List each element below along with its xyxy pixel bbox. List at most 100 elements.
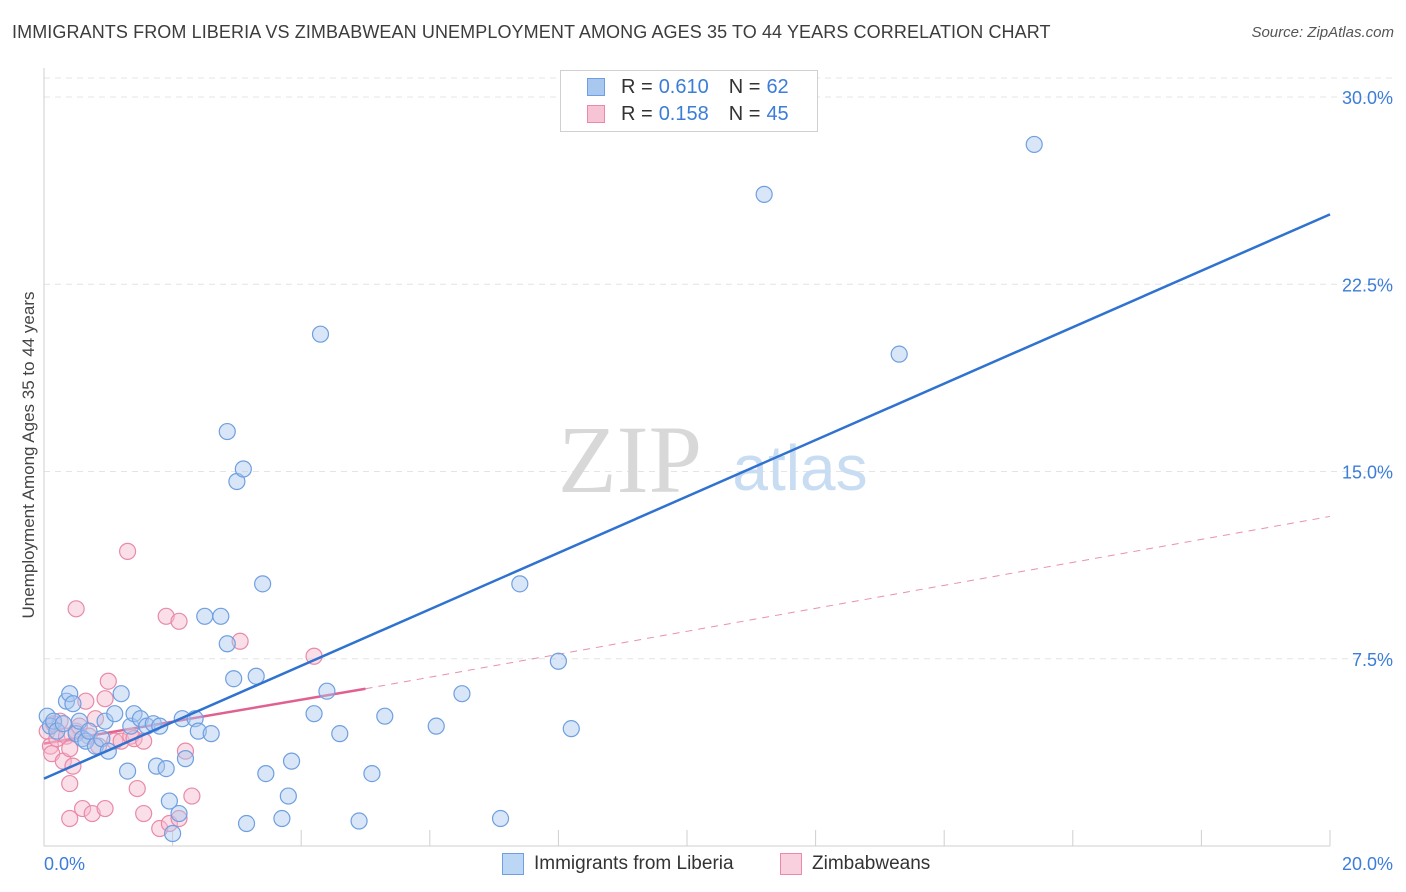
liberia-point [318, 682, 336, 700]
liberia-point [376, 707, 394, 725]
y-tick-label: 15.0% [1342, 463, 1393, 483]
liberia-point [257, 764, 275, 783]
liberia-point [196, 607, 214, 625]
legend-swatch-liberia [587, 78, 605, 96]
zimbabwe-point [128, 779, 146, 798]
liberia-point [273, 809, 291, 828]
zimbabwe-point [83, 804, 101, 823]
zimbabwe-point [118, 542, 137, 560]
zimbabwe-trend [43, 515, 1331, 745]
zimbabwe-point [96, 690, 114, 708]
zimbabwe-point [67, 600, 85, 618]
watermark-zip: ZIP [558, 406, 702, 513]
liberia-point [212, 607, 230, 625]
liberia-point [453, 685, 471, 703]
y-tick-label: 30.0% [1342, 88, 1393, 108]
liberia-points [38, 135, 1043, 843]
liberia-trend-line [43, 213, 1331, 780]
liberia-point [305, 705, 323, 723]
liberia-point [254, 575, 272, 593]
y-tick-label: 22.5% [1342, 275, 1393, 295]
liberia-point [170, 804, 188, 823]
legend-n-value: 62 [766, 75, 789, 98]
liberia-point [311, 325, 330, 343]
legend-n-label: N = [728, 102, 761, 125]
liberia-point [331, 725, 349, 743]
watermark: ZIP atlas [558, 406, 868, 513]
x-tick-label: 20.0% [1342, 854, 1393, 874]
liberia-point [64, 695, 82, 713]
liberia-point [80, 722, 98, 740]
zimbabwe-point [157, 607, 175, 625]
axes [43, 68, 1331, 847]
zimbabwe-point [73, 799, 92, 818]
liberia-point [562, 720, 580, 738]
zimbabwe-point [99, 672, 117, 690]
liberia-point [61, 685, 79, 703]
liberia-point [164, 824, 182, 843]
liberia-trend [43, 213, 1331, 780]
zimbabwe-point [170, 809, 188, 828]
zimbabwe-point [61, 740, 79, 758]
zimbabwe-point [231, 632, 249, 650]
liberia-point [118, 762, 137, 780]
legend-item-zimbabwe[interactable]: Zimbabweans [780, 853, 930, 875]
legend-r-label: R = [621, 102, 653, 125]
zimbabwe-trend-line [43, 687, 366, 745]
zimbabwe-point [61, 809, 79, 828]
liberia-point [363, 764, 381, 783]
liberia-point [106, 705, 124, 723]
tick-labels: 7.5% 15.0% 22.5% 30.0% 0.0% 20.0% [44, 88, 1393, 874]
zimbabwe-point [51, 712, 69, 730]
zimbabwe-trend-extension [365, 515, 1331, 690]
legend-row-liberia: R = 0.610 N = 62 [587, 75, 789, 99]
series-legend: Immigrants from Liberia Zimbabweans [0, 853, 1406, 877]
legend-r-value: 0.610 [658, 75, 709, 98]
liberia-point [225, 670, 243, 688]
liberia-point [1025, 135, 1043, 154]
liberia-point [511, 575, 529, 593]
liberia-point [427, 717, 445, 735]
liberia-point [755, 185, 773, 203]
legend-r-value: 0.158 [658, 102, 709, 125]
liberia-point [350, 812, 368, 830]
grid-lines [44, 77, 1395, 660]
y-tick-label: 7.5% [1352, 650, 1393, 670]
liberia-point [218, 422, 236, 441]
zimbabwe-point [183, 787, 201, 805]
liberia-point [234, 460, 252, 478]
liberia-point [157, 760, 175, 778]
liberia-point [189, 722, 207, 740]
liberia-point [890, 345, 908, 363]
liberia-point [176, 750, 195, 768]
legend-n-label: N = [728, 75, 761, 98]
legend-swatch-zimbabwe [780, 853, 802, 875]
zimbabwe-point [61, 774, 79, 793]
liberia-point [549, 652, 568, 670]
liberia-point [279, 787, 297, 805]
liberia-point [282, 752, 301, 770]
legend-label-liberia: Immigrants from Liberia [534, 853, 734, 874]
liberia-point [147, 757, 166, 775]
zimbabwe-point [135, 804, 153, 823]
source-label: Source: ZipAtlas.com [1251, 24, 1394, 41]
liberia-point [45, 712, 63, 730]
liberia-point [491, 809, 510, 828]
zimbabwe-point [77, 692, 95, 710]
liberia-point [112, 685, 130, 703]
liberia-point [237, 814, 256, 833]
x-tick-label: 0.0% [44, 854, 85, 874]
stats-legend: R = 0.610 N = 62 R = 0.158 N = 45 [560, 70, 818, 132]
chart-title: IMMIGRANTS FROM LIBERIA VS ZIMBABWEAN UN… [12, 22, 1051, 42]
zimbabwe-point [170, 612, 188, 630]
legend-row-zimbabwe: R = 0.158 N = 45 [587, 102, 789, 126]
legend-item-liberia[interactable]: Immigrants from Liberia [502, 853, 734, 875]
legend-n-value: 45 [766, 102, 789, 125]
legend-swatch-liberia [502, 853, 524, 875]
legend-label-zimbabwe: Zimbabweans [812, 853, 931, 874]
legend-r-label: R = [621, 75, 653, 98]
liberia-point [202, 725, 220, 743]
liberia-point [218, 635, 236, 653]
legend-swatch-zimbabwe [587, 105, 605, 123]
